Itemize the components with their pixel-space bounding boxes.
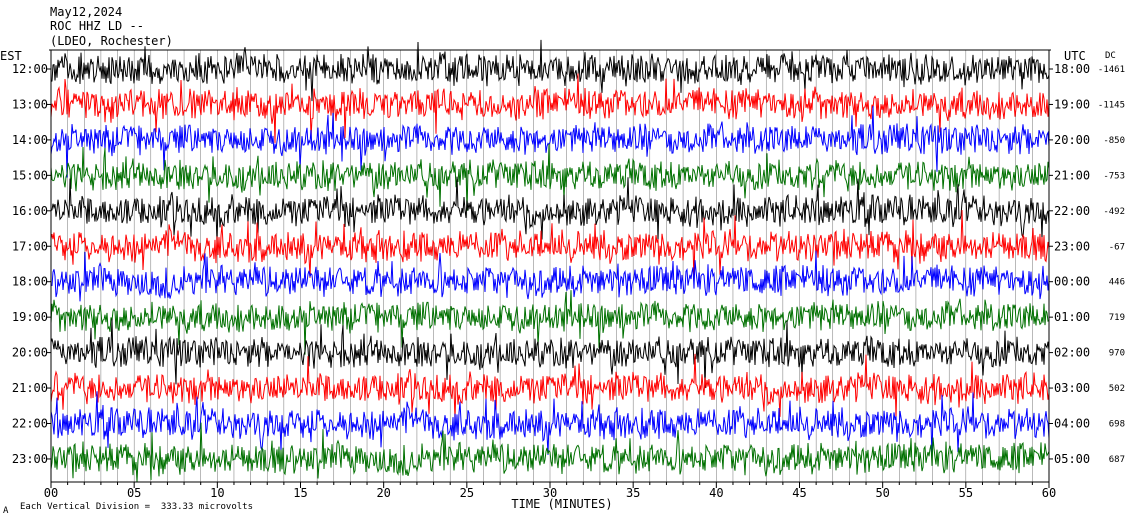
dc-value: -492 — [1103, 207, 1125, 217]
est-label: 16:00 — [12, 204, 48, 218]
trace-19:00 — [50, 290, 1050, 355]
dc-value: -67 — [1109, 242, 1125, 252]
utc-label: 18:00 — [1054, 62, 1090, 76]
est-header: EST — [0, 49, 22, 63]
utc-label: 02:00 — [1054, 346, 1090, 360]
x-tick-label: 30 — [543, 486, 557, 500]
dc-value: -850 — [1103, 136, 1125, 146]
dc-header: DC — [1105, 51, 1116, 61]
utc-label: 03:00 — [1054, 381, 1090, 395]
trace-14:00 — [50, 105, 1050, 178]
x-tick-label: 05 — [127, 486, 141, 500]
trace-13:00 — [50, 73, 1050, 144]
header-station: ROC HHZ LD -- — [50, 19, 144, 33]
seismic-traces — [50, 39, 1050, 483]
axis-labels: 00 05 10 15 20 25 30 35 40 45 50 55 60 TIME (MINUTES)… — [0, 49, 1125, 511]
x-tick-label: 10 — [210, 486, 224, 500]
est-label: 19:00 — [12, 310, 48, 324]
trace-22:00 — [50, 391, 1050, 460]
dc-value: 970 — [1109, 349, 1125, 359]
dc-value: 698 — [1109, 420, 1125, 430]
x-tick-label: 25 — [460, 486, 474, 500]
utc-label: 04:00 — [1054, 417, 1090, 431]
utc-label: 05:00 — [1054, 452, 1090, 466]
est-label: 22:00 — [12, 417, 48, 431]
x-tick-label: 45 — [792, 486, 806, 500]
utc-label: 20:00 — [1054, 133, 1090, 147]
trace-16:00 — [50, 176, 1050, 243]
dc-value: -1461 — [1098, 65, 1125, 75]
trace-17:00 — [50, 209, 1050, 282]
est-label: 17:00 — [12, 239, 48, 253]
utc-label: 19:00 — [1054, 97, 1090, 111]
x-tick-label: 20 — [376, 486, 390, 500]
corner-mark: A — [3, 506, 9, 516]
plot-frame — [47, 49, 1053, 488]
utc-label: 21:00 — [1054, 168, 1090, 182]
dc-value: -1145 — [1098, 100, 1125, 110]
utc-label: 01:00 — [1054, 310, 1090, 324]
x-axis-title: TIME (MINUTES) — [511, 497, 612, 511]
header-location: (LDEO, Rochester) — [50, 34, 173, 48]
dc-value: 446 — [1109, 278, 1125, 288]
scale-note: Each Vertical Division = 333.33 microvol… — [20, 502, 253, 512]
est-label: 15:00 — [12, 168, 48, 182]
trace-21:00 — [50, 353, 1050, 420]
utc-label: 22:00 — [1054, 204, 1090, 218]
x-tick-label: 15 — [293, 486, 307, 500]
dc-value: -753 — [1103, 171, 1125, 181]
utc-label: 00:00 — [1054, 275, 1090, 289]
est-label: 23:00 — [12, 452, 48, 466]
x-tick-label: 35 — [626, 486, 640, 500]
dc-value: 687 — [1109, 455, 1125, 465]
utc-header: UTC — [1064, 49, 1086, 63]
x-tick-label: 50 — [875, 486, 889, 500]
x-tick-label: 60 — [1042, 486, 1056, 500]
x-tick-label: 55 — [959, 486, 973, 500]
trace-23:00 — [50, 422, 1050, 483]
utc-label: 23:00 — [1054, 239, 1090, 253]
est-label: 13:00 — [12, 97, 48, 111]
est-label: 21:00 — [12, 381, 48, 395]
est-label: 12:00 — [12, 62, 48, 76]
x-tick-label: 40 — [709, 486, 723, 500]
trace-18:00 — [50, 250, 1050, 302]
trace-20:00 — [50, 318, 1050, 389]
trace-15:00 — [50, 143, 1050, 211]
x-tick-label: 00 — [44, 486, 58, 500]
est-label: 20:00 — [12, 346, 48, 360]
dc-value: 502 — [1109, 384, 1125, 394]
est-label: 14:00 — [12, 133, 48, 147]
trace-12:00 — [50, 39, 1050, 102]
est-label: 18:00 — [12, 275, 48, 289]
dc-value: 719 — [1109, 313, 1125, 323]
header-date: May12,2024 — [50, 5, 123, 19]
